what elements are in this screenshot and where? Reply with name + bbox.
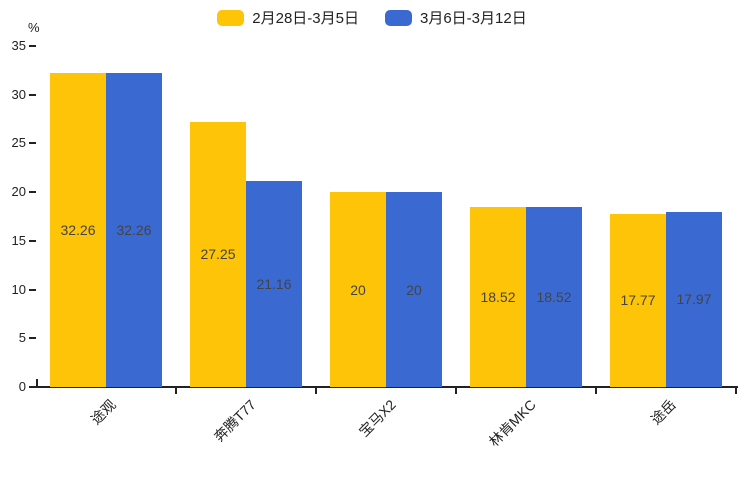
bar [666,211,722,387]
y-axis-tick [29,142,36,145]
legend-item[interactable]: 3月6日-3月12日 [385,7,527,28]
bar-value-label: 18.52 [480,288,516,305]
bar-value-label: 17.77 [620,292,656,309]
x-axis-left-tick [36,379,38,387]
bar [470,206,526,387]
bar [386,192,442,387]
y-axis-tick [29,45,36,47]
x-axis-tick [455,388,457,394]
bar-value-label: 21.16 [256,275,292,292]
legend-swatch [217,9,245,26]
bar [246,180,302,387]
bar-value-label: 18.52 [536,288,572,305]
y-axis-tick [29,337,36,340]
category-label: 奔腾T77 [210,396,259,445]
y-axis-tick-label: 5 [18,330,26,346]
category-label: 途观 [87,396,119,428]
y-axis-tick [29,191,36,194]
x-axis-tick [315,388,317,394]
y-axis-tick-label: 35 [11,38,26,53]
bar-value-label: 20 [406,281,422,298]
legend-label: 3月6日-3月12日 [420,10,527,27]
y-axis-tick [29,288,36,291]
x-axis-line [36,386,738,388]
legend-swatch [385,9,412,26]
y-axis-tick [29,239,36,242]
y-axis-tick [29,386,36,388]
bar-value-label: 32.26 [60,221,96,238]
bar-value-label: 20 [350,281,366,298]
x-axis-tick [175,388,177,394]
category-label: 宝马X2 [355,396,399,440]
y-axis-tick-label: 0 [18,379,26,394]
y-axis-tick-label: 10 [11,281,26,297]
y-axis-tick-label: 15 [11,232,26,248]
legend: 2月28日-3月5日 3月6日-3月12日 [0,7,744,28]
bar-value-label: 32.26 [116,221,152,238]
legend-label: 2月28日-3月5日 [252,10,359,27]
bar [50,72,106,387]
y-axis-tick [29,93,36,96]
bar [330,192,386,387]
bar [610,213,666,387]
x-axis-tick [595,388,597,394]
bar-value-label: 27.25 [200,246,236,263]
bar-value-label: 17.97 [676,291,712,308]
category-label: 途岳 [647,396,679,428]
legend-item[interactable]: 2月28日-3月5日 [217,7,359,28]
y-axis-tick-label: 25 [11,135,26,151]
bar [190,121,246,387]
y-axis-tick-label: 20 [11,184,26,200]
category-label: 林肯MKC [485,396,539,450]
y-axis-unit-label: % [28,20,40,35]
bar [526,206,582,387]
x-axis-tick [735,388,737,394]
y-axis-tick-label: 30 [11,86,26,102]
bar [106,72,162,387]
